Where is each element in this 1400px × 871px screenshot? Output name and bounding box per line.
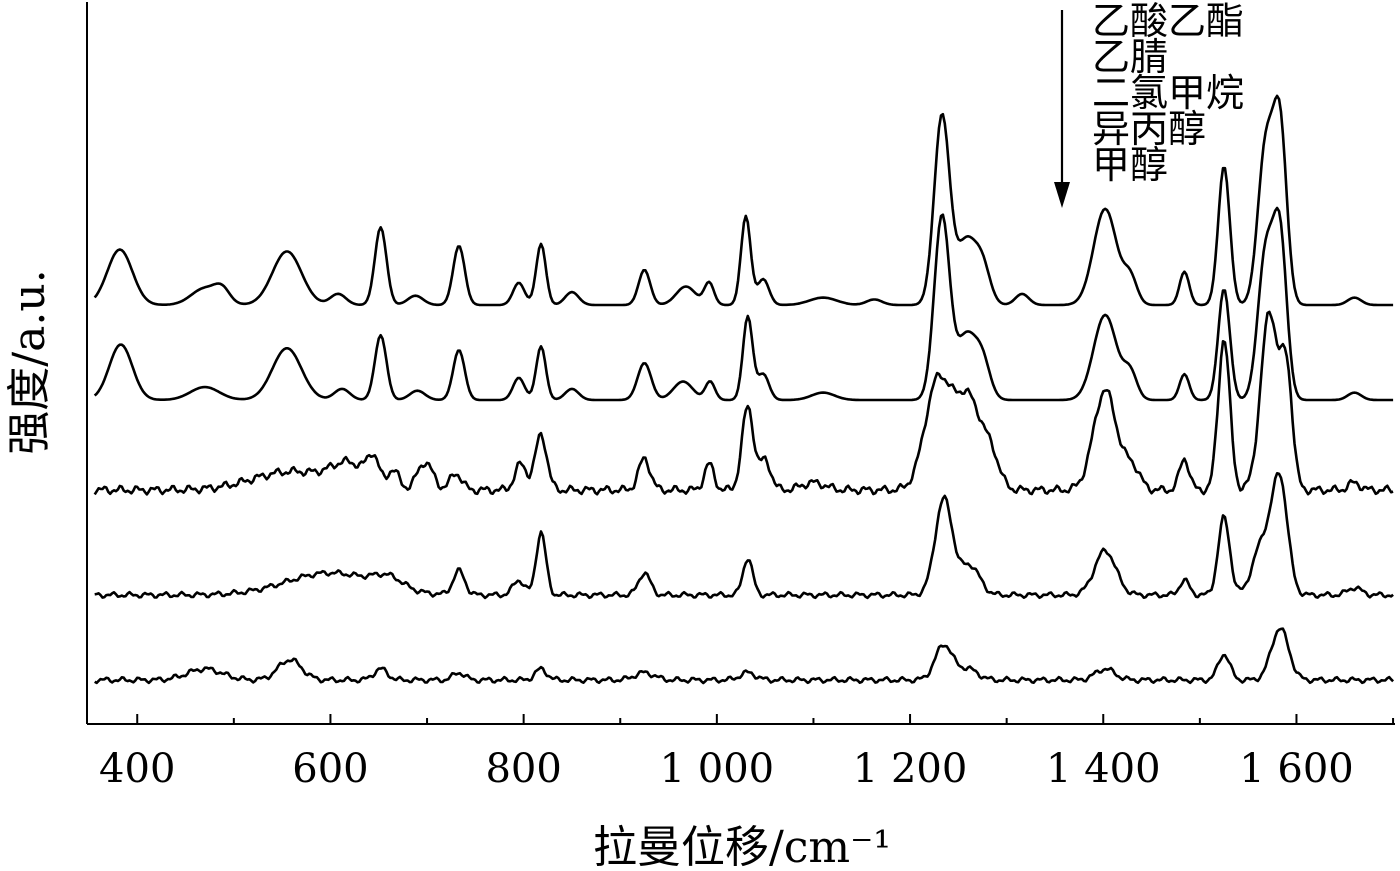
x-tick-label: 1 200 [853,746,968,792]
x-ticks [136,714,1395,724]
legend-label-0: 乙酸乙酯 [1092,0,1244,43]
series-line-2 [93,310,1394,496]
x-tick-label: 400 [99,746,175,792]
legend-label-1: 乙腈 [1092,35,1168,79]
series-lines [93,94,1395,685]
x-tick-label: 1 000 [660,746,775,792]
series-line-1 [93,206,1394,402]
series-line-3 [94,472,1394,600]
x-tick-label: 1 600 [1239,746,1354,792]
legend-arrow-head [1054,182,1070,208]
legend-label-3: 异丙醇 [1092,107,1206,151]
y-axis-title: 强度/a.u. [4,269,55,454]
series-line-4 [94,627,1395,685]
legend-label-2: 二氯甲烷 [1092,71,1244,115]
axes [86,2,1395,725]
legend-label-4: 甲醇 [1092,143,1168,187]
x-tick-label: 600 [292,746,368,792]
x-tick-label: 1 400 [1046,746,1161,792]
x-tick-label: 800 [485,746,561,792]
series-line-0 [93,94,1394,307]
legend: 乙酸乙酯 乙腈 二氯甲烷 异丙醇 甲醇 [1054,0,1244,208]
x-axis-title: 拉曼位移/cm⁻¹ [593,822,891,871]
x-tick-labels: 400 600 800 1 000 1 200 1 400 1 600 [99,746,1354,792]
